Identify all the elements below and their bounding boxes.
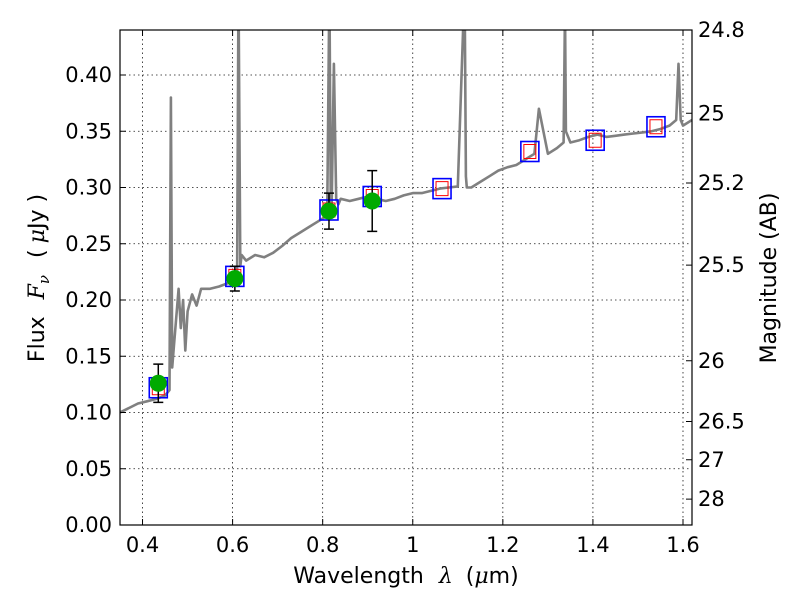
y2-tick-label: 27 bbox=[698, 448, 725, 472]
y-tick-label: 0.05 bbox=[65, 457, 112, 481]
model-box-inner bbox=[523, 144, 537, 159]
y-tick-label: 0.10 bbox=[65, 401, 112, 425]
y-axis-label-prefix: Flux bbox=[25, 316, 50, 362]
x-tick-label: 1.4 bbox=[576, 533, 609, 557]
model-points bbox=[148, 115, 666, 399]
grid-lines bbox=[120, 30, 692, 526]
model-box bbox=[646, 115, 666, 138]
y-tick-label: 0.20 bbox=[65, 288, 112, 312]
y-axis-label-symbol: F bbox=[25, 283, 50, 300]
axis-ticks: 0.4 0.6 0.8 1 1.2 1.4 1.6 0.00 0.05 0.10 0.15 0.20 0… bbox=[65, 18, 745, 557]
y-axis-label-open: ( bbox=[25, 249, 50, 258]
plot-frame bbox=[119, 29, 693, 526]
y2-tick-label: 25 bbox=[698, 101, 725, 125]
x-tick-label: 0.6 bbox=[216, 533, 249, 557]
observed-point bbox=[149, 374, 167, 392]
y-tick-label: 0.40 bbox=[65, 63, 112, 87]
model-box-inner bbox=[649, 119, 663, 135]
observed-point bbox=[320, 202, 338, 220]
y2-tick-label: 25.5 bbox=[698, 253, 745, 277]
y-tick-label: 0.35 bbox=[65, 119, 112, 143]
spectrum-line bbox=[120, 30, 692, 414]
x-tick-label: 0.4 bbox=[126, 533, 159, 557]
y-tick-label: 0.00 bbox=[65, 513, 112, 537]
x-axis-label-open: ( bbox=[466, 564, 475, 589]
model-box bbox=[432, 177, 452, 200]
x-axis-label-rest: m) bbox=[489, 564, 519, 589]
spectrum-series bbox=[120, 30, 692, 414]
y2-tick-label: 28 bbox=[698, 487, 725, 511]
x-axis-label-prefix: Wavelength bbox=[293, 564, 424, 589]
x-tick-label: 1 bbox=[406, 533, 419, 557]
y-axis-label-sub: ν bbox=[35, 275, 53, 284]
y-axis-label-mu: μ bbox=[25, 229, 50, 243]
y2-tick-label: 26 bbox=[698, 349, 725, 373]
y-axis-label-rest: Jy ) bbox=[25, 194, 50, 231]
x-axis-label-symbol: λ bbox=[438, 564, 453, 589]
y-axis-label: Flux Fν ( μJy ) bbox=[25, 194, 55, 362]
observed-point bbox=[226, 270, 244, 288]
observed-point bbox=[363, 192, 381, 210]
model-box-inner bbox=[588, 132, 602, 148]
y2-tick-label: 24.8 bbox=[698, 18, 745, 42]
y2-axis-label: Magnitude (AB) bbox=[757, 193, 782, 364]
y-tick-label: 0.25 bbox=[65, 232, 112, 256]
observed-points bbox=[149, 169, 381, 404]
y-tick-label: 0.15 bbox=[65, 344, 112, 368]
x-tick-label: 1.2 bbox=[486, 533, 519, 557]
x-tick-label: 0.8 bbox=[306, 533, 339, 557]
y2-tick-label: 25.2 bbox=[698, 171, 745, 195]
y2-tick-label: 26.5 bbox=[698, 410, 745, 434]
model-box bbox=[520, 140, 540, 163]
model-box-inner bbox=[435, 181, 449, 197]
x-tick-label: 1.6 bbox=[666, 533, 699, 557]
x-axis-label-mu: μ bbox=[474, 564, 488, 589]
y-tick-label: 0.30 bbox=[65, 176, 112, 200]
x-axis-label: Wavelength λ (μm) bbox=[293, 564, 518, 589]
model-box bbox=[585, 129, 605, 152]
